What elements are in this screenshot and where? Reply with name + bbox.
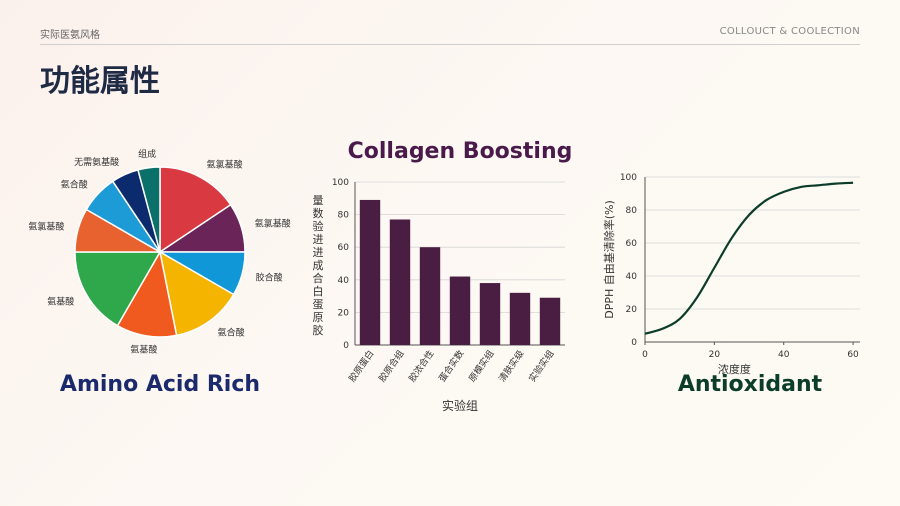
collagen-chart-title: Collagen Boosting <box>347 139 573 164</box>
pie-slice-label: 氨基酸 <box>47 296 74 308</box>
header-right-text: COLLOUCT & COOLECTION <box>719 26 860 37</box>
pie-slice-label: 氨氯基酸 <box>255 217 291 229</box>
y-tick-label: 100 <box>332 178 349 188</box>
bar <box>359 199 381 345</box>
y-tick-label: 80 <box>626 206 638 216</box>
y-tick-label: 100 <box>620 173 637 183</box>
x-tick-label: 清肤实级 <box>496 348 526 384</box>
x-tick-label: 胶原合组 <box>376 348 406 384</box>
x-tick-label: 原模实组 <box>466 348 496 384</box>
bar <box>479 283 501 345</box>
bar <box>539 297 561 345</box>
pie-slice-label: 无需氨基酸 <box>74 156 119 168</box>
pie-slice-label: 氨合酸 <box>61 178 88 190</box>
pie-slice <box>158 250 235 337</box>
pie-slice <box>137 166 161 253</box>
pie-slice-label: 氨基酸 <box>130 344 157 356</box>
x-tick-label: 胶浓合性 <box>406 348 436 384</box>
x-tick-label: 40 <box>778 350 790 360</box>
pie-slice-label: 组成 <box>138 148 156 160</box>
pie-slice-label: 氨氯基酸 <box>28 220 64 232</box>
pie-slice <box>159 166 232 254</box>
y-tick-label: 0 <box>343 341 349 351</box>
y-tick-label: 40 <box>626 272 638 282</box>
x-tick-label: 60 <box>847 350 859 360</box>
x-tick-label: 20 <box>709 350 721 360</box>
page-title: 功能属性 <box>40 64 160 99</box>
collagen-bar-chart: 0 20 40 60 80 100 胶原蛋白 胶原合组 胶浓合性 蛋合实数 原模实组 清肤实级 实验实组… <box>313 178 565 413</box>
bar <box>449 276 471 345</box>
top-bar: 实际医氨风格 COLLOUCT & COOLECTION <box>40 24 860 45</box>
header-left-text: 实际医氨风格 <box>40 30 100 41</box>
pie-slice-label: 氨合酸 <box>218 326 245 338</box>
x-axis-label: 浓度度 <box>718 362 751 376</box>
bar <box>509 292 531 345</box>
y-tick-label: 20 <box>626 305 638 315</box>
y-tick-label: 80 <box>338 211 350 221</box>
y-tick-label: 40 <box>338 276 350 286</box>
bar <box>419 247 441 345</box>
y-tick-label: 20 <box>338 308 350 318</box>
x-tick-label: 实验实组 <box>526 348 556 384</box>
x-axis-label: 实验组 <box>442 398 478 413</box>
antioxidant-series-line <box>644 181 854 335</box>
bar <box>389 219 411 345</box>
y-tick-label: 60 <box>338 243 350 253</box>
y-tick-label: 60 <box>626 239 638 249</box>
pie-slice-label: 胶合酸 <box>256 272 283 284</box>
y-tick-label: 0 <box>631 338 637 348</box>
antioxidant-line-chart: 0 20 40 60 80 100 0 20 40 60 浓度度 DPPH 自由基清除率(%) <box>602 173 860 376</box>
antioxidant-caption: Antioxidant <box>677 372 823 397</box>
y-axis-label: DPPH 自由基清除率(%) <box>602 200 616 319</box>
pie-slice-label: 氨氯基酸 <box>207 159 243 171</box>
x-tick-label: 蛋合实数 <box>436 348 466 384</box>
pie-slice <box>74 251 162 327</box>
x-tick-label: 胶原蛋白 <box>346 348 376 384</box>
y-axis-label: 量数验进进成合白蛋原胶 <box>313 194 324 337</box>
amino-acid-caption: Amino Acid Rich <box>59 372 261 397</box>
x-tick-label: 0 <box>642 350 648 360</box>
